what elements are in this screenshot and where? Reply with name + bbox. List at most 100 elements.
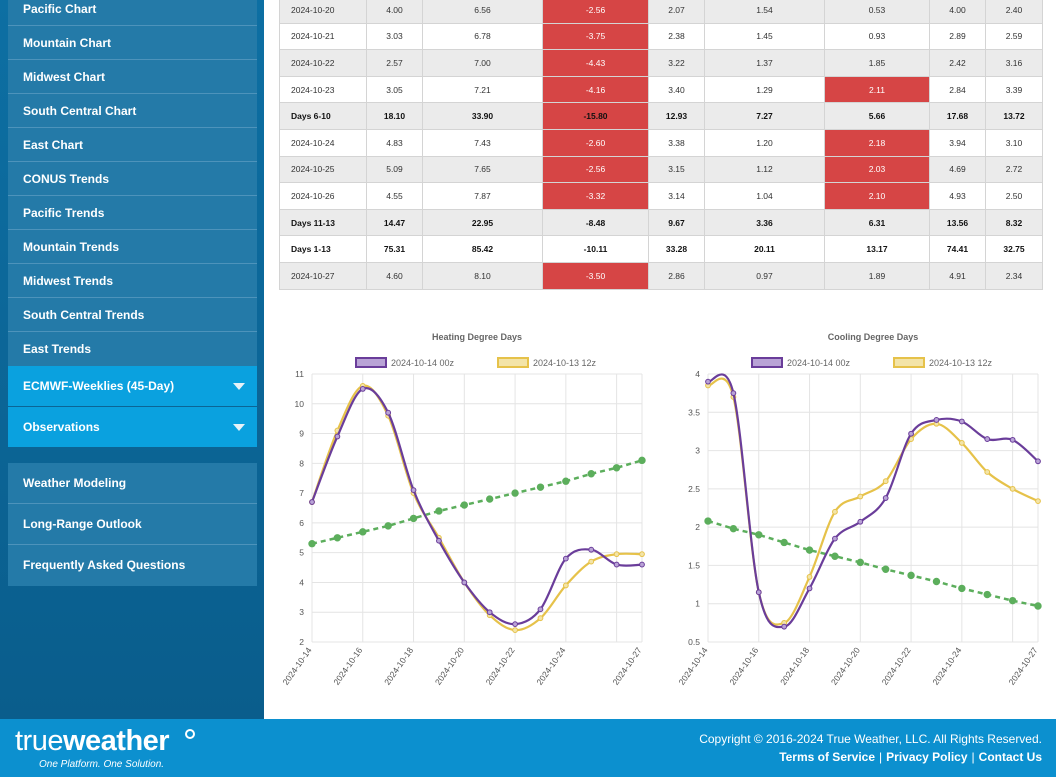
table-cell-date: Days 11-13 — [279, 208, 367, 237]
nav-conus-trends[interactable]: CONUS Trends — [8, 162, 257, 196]
data-point — [882, 495, 889, 501]
x-tick-label: 2024-10-16 — [727, 645, 760, 687]
table-cell: 13.72 — [985, 102, 1043, 130]
data-point — [588, 546, 595, 553]
terms-of-service-link[interactable]: Terms of Service — [779, 750, 876, 764]
nav-long-range-outlook[interactable]: Long-Range Outlook — [8, 504, 257, 545]
nav-midwest-chart[interactable]: Midwest Chart — [8, 60, 257, 94]
table-cell-date: Days 1-13 — [279, 235, 367, 263]
table-cell: 1.04 — [704, 182, 825, 210]
table-cell: 5.09 — [366, 155, 423, 184]
table-cell: 7.27 — [704, 102, 825, 130]
data-point — [958, 440, 965, 446]
sidebar-nav-regions: Pacific Chart Mountain Chart Midwest Cha… — [8, 0, 257, 366]
y-tick-label: 1 — [695, 599, 700, 609]
table-cell-date: 2024-10-21 — [279, 22, 367, 51]
table-cell: 7.43 — [422, 128, 543, 157]
data-point — [806, 574, 813, 580]
table-cell: 6.78 — [422, 22, 543, 51]
nav-south-central-trends[interactable]: South Central Trends — [8, 298, 257, 332]
data-point — [460, 501, 469, 509]
data-point — [704, 517, 712, 525]
legend-label: 2024-10-13 12z — [929, 358, 993, 368]
nav-east-chart[interactable]: East Chart — [8, 128, 257, 162]
x-tick-label: 2024-10-14 — [281, 645, 314, 687]
legend-label: 2024-10-14 00z — [391, 358, 455, 368]
data-point — [536, 483, 545, 491]
data-point — [958, 584, 966, 593]
table-cell: 3.36 — [704, 208, 825, 237]
nav-pacific-trends[interactable]: Pacific Trends — [8, 196, 257, 230]
y-tick-label: 11 — [295, 369, 304, 379]
table-cell: 20.11 — [704, 235, 825, 263]
chart-title: Heating Degree Days — [432, 332, 522, 342]
logo-wordmark: trueweather — [15, 725, 170, 757]
y-tick-label: 9 — [299, 429, 304, 439]
link-separator: | — [971, 750, 975, 764]
data-point — [409, 514, 418, 523]
nav-east-trends[interactable]: East Trends — [23, 342, 92, 356]
logo-ring-icon — [185, 729, 195, 739]
table-cell-date: 2024-10-24 — [279, 128, 367, 157]
data-point — [511, 489, 519, 497]
table-cell: 22.95 — [422, 208, 543, 237]
y-tick-label: 2 — [299, 637, 304, 647]
table-cell: 1.54 — [704, 0, 825, 24]
nav-mountain-trends[interactable]: Mountain Trends — [8, 230, 257, 264]
data-point — [588, 558, 595, 565]
table-cell: 12.93 — [648, 102, 705, 130]
data-point — [907, 571, 915, 580]
y-tick-label: 10 — [295, 399, 305, 409]
x-tick-label: 2024-10-16 — [331, 645, 364, 687]
data-point — [1009, 485, 1016, 492]
nav-dropdown-observations[interactable]: Observations — [8, 407, 257, 447]
nav-dropdown-ecmwf-weeklies[interactable]: ECMWF-Weeklies (45-Day) — [8, 366, 257, 406]
data-point — [857, 493, 864, 500]
nav-weather-modeling[interactable]: Weather Modeling — [8, 463, 257, 504]
table-cell-date: 2024-10-22 — [279, 49, 367, 77]
trueweather-logo[interactable]: trueweather One Platform. One Solution. — [15, 725, 205, 771]
link-separator: | — [879, 750, 883, 764]
table-cell: 3.15 — [648, 155, 705, 184]
nav-dropdown-label: ECMWF-Weeklies (45-Day) — [23, 379, 175, 393]
contact-us-link[interactable]: Contact Us — [978, 750, 1042, 764]
data-point — [537, 615, 544, 622]
table-cell: 4.93 — [929, 182, 986, 210]
data-point — [435, 507, 443, 515]
data-point — [882, 478, 889, 485]
table-cell: -3.50 — [542, 261, 649, 290]
data-point — [1008, 596, 1017, 605]
legend-swatch — [497, 357, 529, 368]
table-cell: 17.68 — [929, 102, 986, 130]
table-cell: 4.69 — [929, 155, 986, 184]
table-cell: 33.90 — [422, 102, 543, 130]
data-point — [359, 385, 366, 392]
nav-midwest-trends[interactable]: Midwest Trends — [8, 264, 257, 298]
y-tick-label: 3.5 — [688, 407, 700, 417]
data-point — [729, 524, 738, 533]
data-point — [806, 585, 813, 592]
nav-pacific-chart[interactable]: Pacific Chart — [8, 0, 257, 26]
table-cell: 3.14 — [648, 182, 705, 210]
table-cell: 18.10 — [366, 102, 423, 130]
table-cell: -2.56 — [542, 0, 649, 24]
nav-faq[interactable]: Frequently Asked Questions — [23, 558, 186, 572]
data-point — [755, 531, 763, 539]
data-point — [639, 561, 645, 568]
table-cell: 3.03 — [366, 22, 423, 51]
y-tick-label: 8 — [299, 458, 304, 468]
table-cell: 0.53 — [824, 0, 930, 24]
y-tick-label: 0.5 — [688, 637, 700, 647]
sidebar: Pacific Chart Mountain Chart Midwest Cha… — [0, 0, 264, 719]
table-cell: -4.43 — [542, 49, 649, 77]
nav-mountain-chart[interactable]: Mountain Chart — [8, 26, 257, 60]
nav-south-central-chart[interactable]: South Central Chart — [8, 94, 257, 128]
privacy-policy-link[interactable]: Privacy Policy — [886, 750, 968, 764]
table-summary-row: Days 11-13 14.47 22.95 -8.48 9.67 3.36 6.31 13.… — [279, 208, 1043, 237]
data-point — [359, 528, 367, 536]
data-point — [410, 487, 417, 494]
table-cell: 2.38 — [648, 22, 705, 51]
table-cell: -2.56 — [542, 155, 649, 184]
data-point — [613, 561, 620, 568]
data-point — [385, 409, 392, 416]
